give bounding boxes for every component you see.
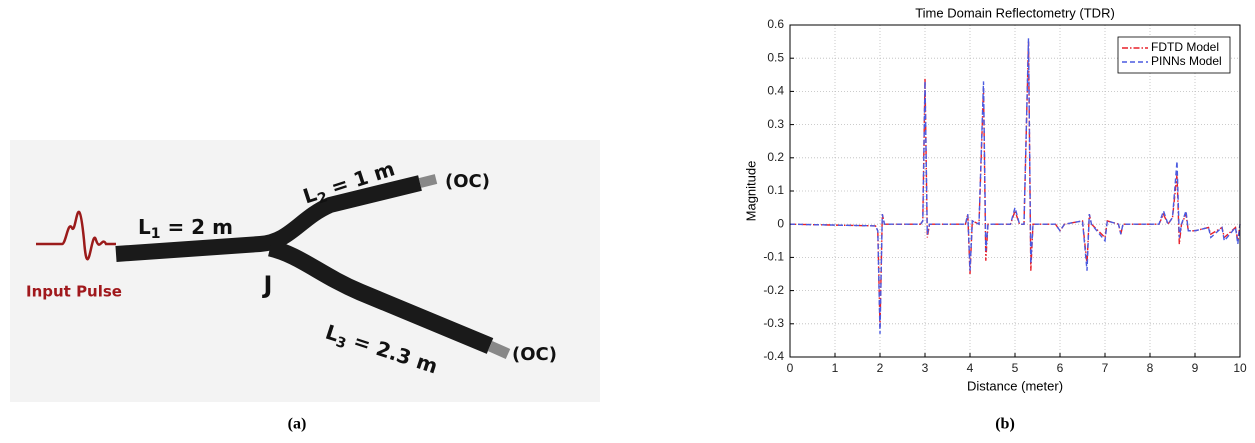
legend-box bbox=[1117, 36, 1231, 74]
plot-frame bbox=[789, 24, 1241, 358]
subscript: 2 bbox=[316, 189, 330, 207]
legend-label: PINNs Model bbox=[1151, 54, 1222, 68]
x-tick-label: 8 bbox=[1147, 361, 1154, 375]
y-tick-label: 0 bbox=[777, 216, 784, 230]
x-tick-label: 7 bbox=[1102, 361, 1109, 375]
y-axis-label: Magnitude bbox=[743, 161, 758, 222]
x-tick-label: 5 bbox=[1012, 361, 1019, 375]
x-tick-label: 0 bbox=[787, 361, 794, 375]
x-tick-label: 2 bbox=[877, 361, 884, 375]
legend-label: FDTD Model bbox=[1151, 40, 1219, 54]
symbol: L bbox=[138, 215, 151, 239]
x-tick-label: 1 bbox=[832, 361, 839, 375]
cable-l1-l2 bbox=[115, 175, 422, 262]
y-tick-label: -0.2 bbox=[763, 283, 784, 297]
y-tick-label: 0.5 bbox=[767, 50, 784, 64]
end-label: (OC) bbox=[445, 171, 490, 192]
data-line bbox=[789, 38, 1241, 334]
subscript: 3 bbox=[334, 334, 348, 352]
y-tick-label: 0.3 bbox=[767, 117, 784, 131]
caption: (a) bbox=[288, 416, 307, 433]
y-tick-label: 0.4 bbox=[767, 84, 784, 98]
x-tick-label: 4 bbox=[967, 361, 974, 375]
input-label: Input Pulse bbox=[26, 283, 122, 301]
junction-label: J bbox=[262, 271, 273, 299]
plot-area: -0.4 -0.3 -0.2 -0.1 0 0.1 0.2 0.3 0.4 0.5 0.6 0 1 2 3 4… bbox=[763, 17, 1247, 375]
end-label: (OC) bbox=[512, 344, 557, 365]
cable-end-l3 bbox=[487, 340, 511, 360]
y-tick-label: 0.2 bbox=[767, 150, 784, 164]
label-text: = 2 m bbox=[161, 215, 233, 239]
chart-title: Time Domain Reflectometry (TDR) bbox=[915, 5, 1115, 20]
x-tick-label: 6 bbox=[1057, 361, 1064, 375]
y-tick-label: 0.1 bbox=[767, 183, 784, 197]
cable-end-l2 bbox=[418, 174, 438, 188]
cable-diagram: Input Pulse J L1 = 2 m L2 = 1 m L3 = 2.3… bbox=[10, 140, 600, 402]
caption: (b) bbox=[995, 416, 1015, 433]
x-tick-label: 9 bbox=[1192, 361, 1199, 375]
x-tick-label: 10 bbox=[1233, 361, 1247, 375]
x-tick-label: 3 bbox=[922, 361, 929, 375]
cable-label: L1 = 2 m bbox=[138, 215, 233, 243]
y-tick-label: -0.1 bbox=[763, 250, 784, 264]
y-tick-label: -0.3 bbox=[763, 316, 784, 330]
x-axis-label: Distance (meter) bbox=[967, 378, 1063, 393]
input-pulse-waveform bbox=[36, 210, 116, 261]
cable-l3 bbox=[267, 239, 494, 354]
y-tick-label: 0.6 bbox=[767, 17, 784, 31]
y-tick-label: -0.4 bbox=[763, 349, 784, 363]
subscript: 1 bbox=[151, 226, 161, 242]
